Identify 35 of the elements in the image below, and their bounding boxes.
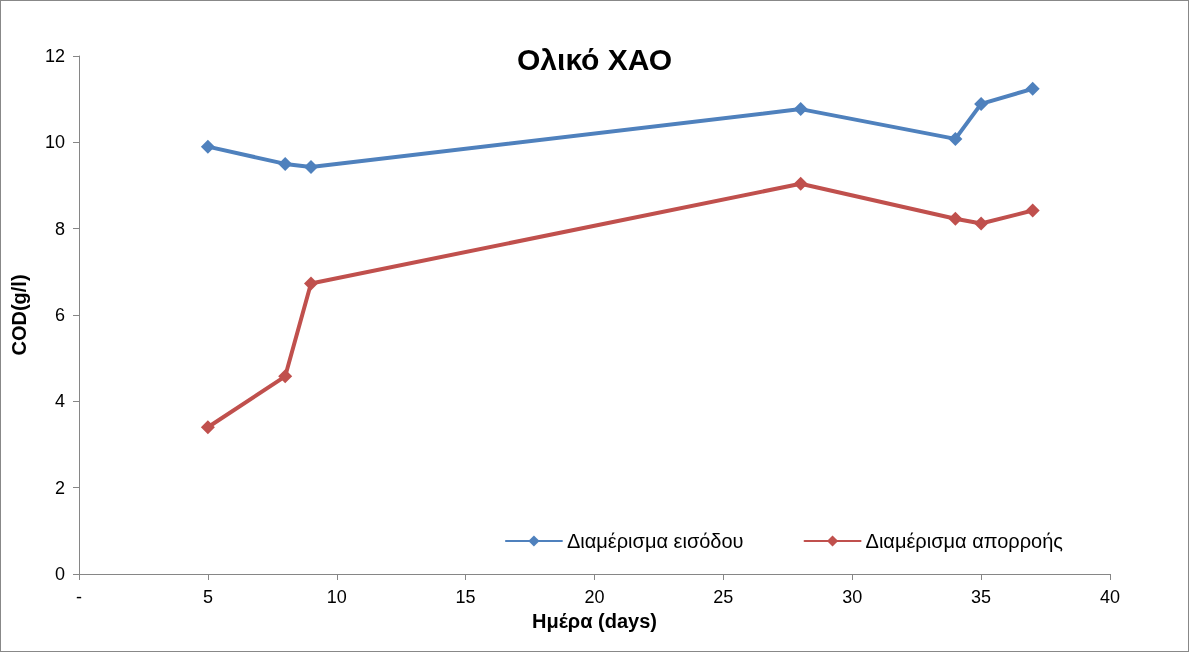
point [793, 176, 808, 191]
point [793, 102, 808, 117]
x-tick-label: 15 [455, 587, 476, 607]
point [1025, 81, 1040, 96]
point [948, 211, 963, 226]
y-axis-title: COD(g/l) [8, 274, 30, 356]
y-tick-label: 8 [54, 218, 65, 239]
point [200, 420, 215, 435]
point [278, 369, 293, 384]
point [303, 159, 318, 174]
chart-title: Ολικό ΧΑΟ [517, 42, 672, 76]
y-tick-label: 2 [54, 477, 65, 498]
x-tick-label: 35 [971, 587, 992, 607]
legend-label: Διαμέρισμα εισόδου [566, 530, 744, 552]
x-tick-label: 25 [713, 587, 734, 607]
legend-label: Διαμέρισμα απορροής [865, 530, 1064, 552]
point [278, 156, 293, 171]
x-tick-label: - [76, 587, 82, 607]
x-tick-label: 20 [584, 587, 605, 607]
y-tick-label: 6 [54, 305, 65, 325]
y-tick-label: 4 [54, 391, 65, 412]
point [974, 216, 989, 231]
point [974, 96, 989, 111]
x-tick-label: 30 [842, 587, 863, 607]
point [1025, 203, 1040, 218]
y-tick-label: 0 [54, 564, 65, 584]
x-axis-title: Ημέρα (days) [532, 609, 657, 632]
point [200, 139, 215, 154]
y-tick-label: 12 [44, 46, 65, 66]
x-tick-label: 5 [202, 587, 213, 607]
point [303, 276, 318, 291]
y-tick-label: 10 [44, 132, 65, 153]
x-tick-label: 10 [326, 587, 347, 607]
point [948, 131, 963, 146]
x-tick-label: 40 [1099, 587, 1121, 607]
